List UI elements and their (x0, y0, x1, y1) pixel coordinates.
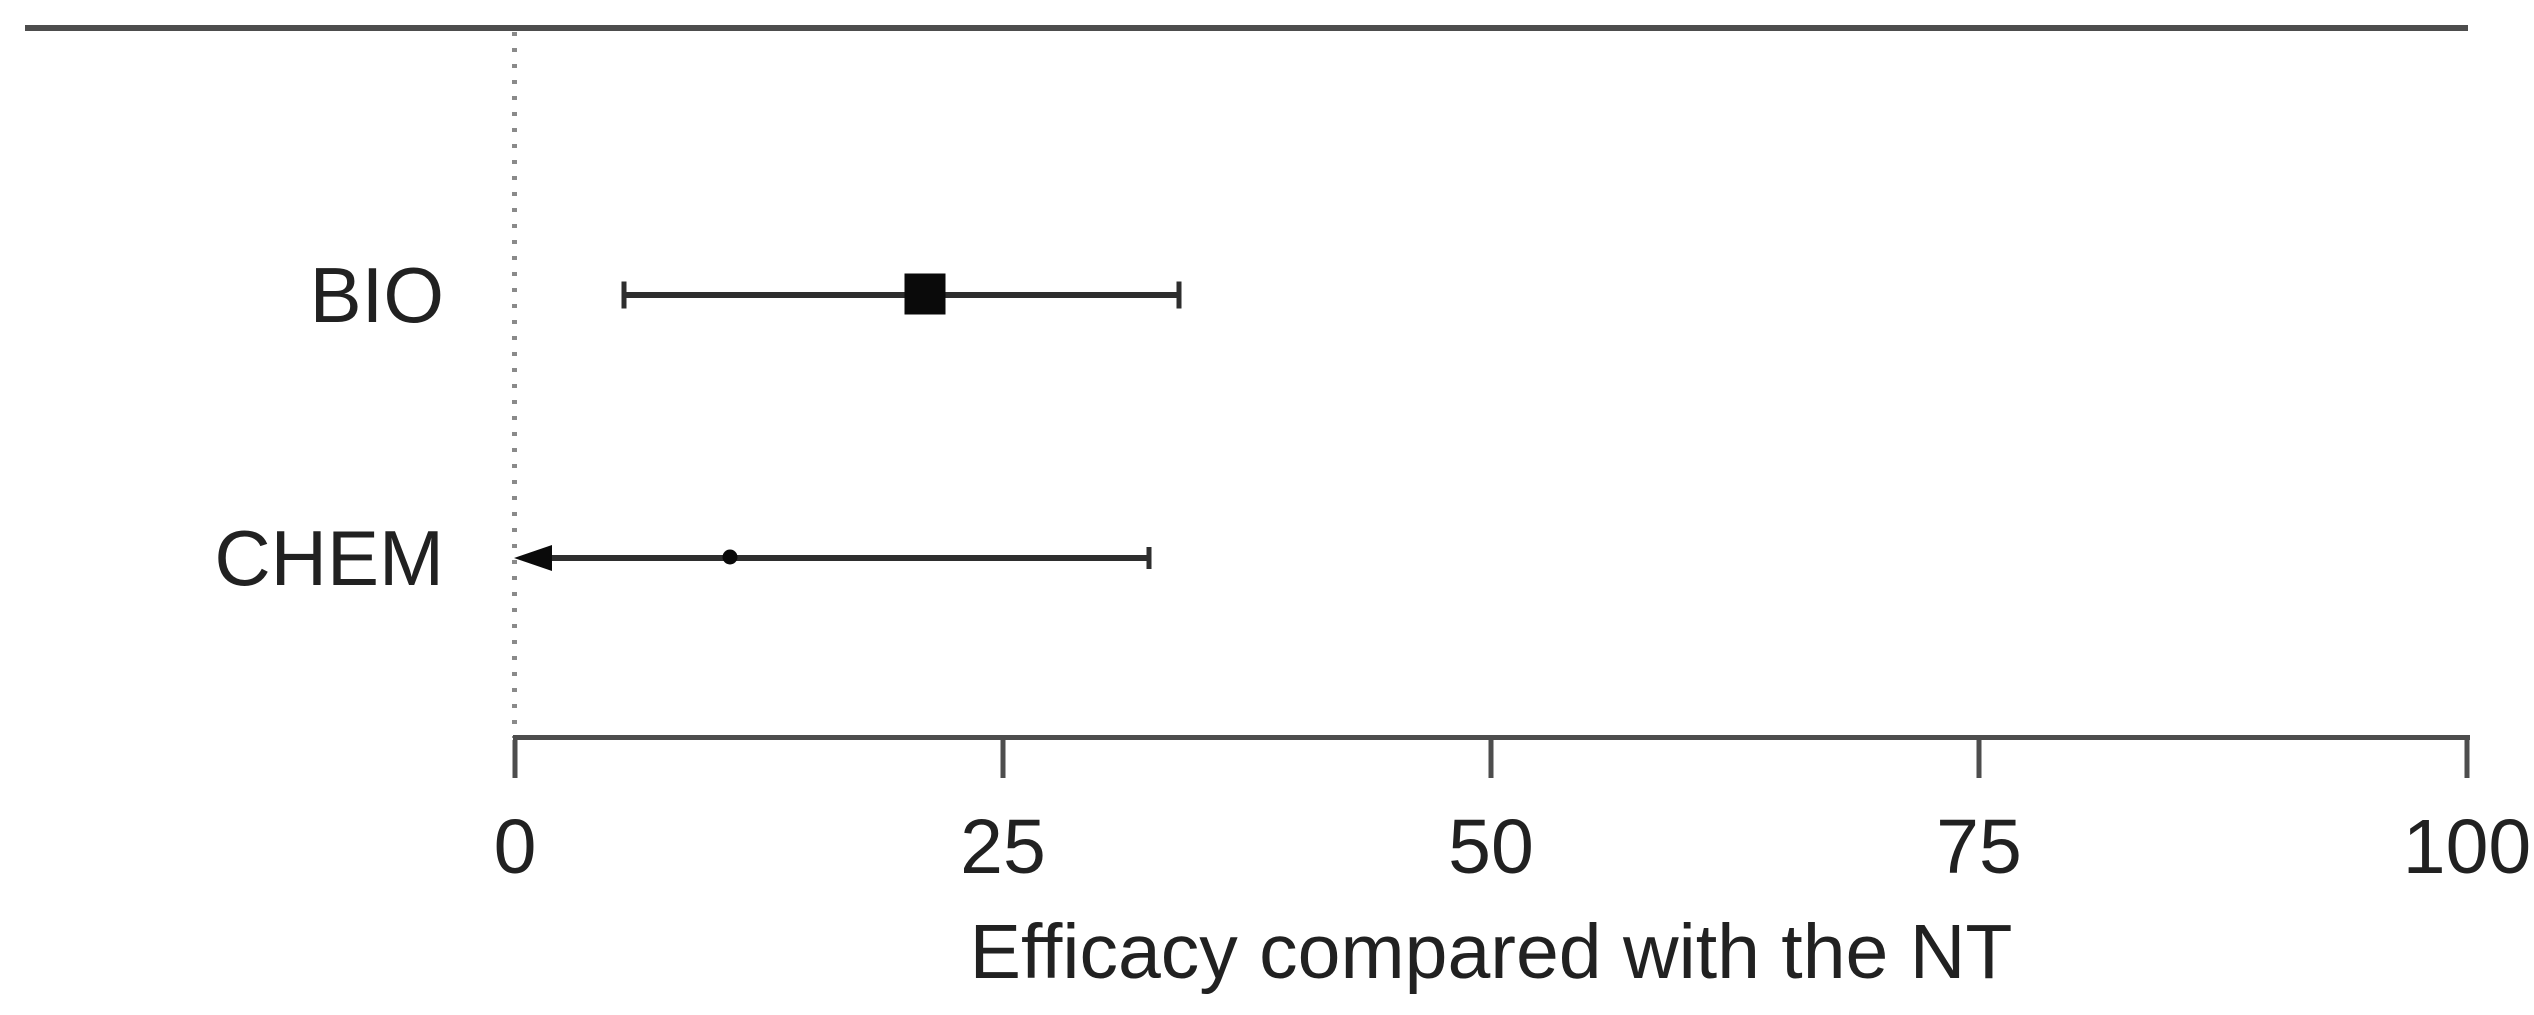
zero-reference-dotted-line (512, 32, 517, 738)
x-axis-tick-0 (512, 740, 518, 778)
top-border-line (25, 25, 2468, 31)
row-label-bio: BIO (309, 251, 444, 339)
x-axis-title: Efficacy compared with the NT (969, 909, 2013, 995)
x-axis-line (513, 735, 2470, 740)
x-axis-tick-label-0: 0 (493, 804, 537, 890)
ci-arrow-low-chem (514, 545, 552, 571)
ci-cap-high-chem (1146, 547, 1152, 569)
x-axis-tick-50 (1488, 740, 1494, 778)
x-axis-tick-label-75: 75 (1936, 804, 2022, 890)
ci-cap-high-bio (1176, 281, 1182, 309)
estimate-marker-bio (904, 273, 946, 315)
ci-cap-low-bio (621, 281, 627, 309)
ci-line-chem (545, 555, 1150, 561)
x-axis-tick-label-100: 100 (2402, 804, 2532, 890)
x-axis-tick-100 (2464, 740, 2470, 778)
x-axis-tick-label-25: 25 (960, 804, 1046, 890)
ci-line-bio (624, 292, 1179, 298)
x-axis-tick-label-50: 50 (1448, 804, 1534, 890)
x-axis-tick-25 (1000, 740, 1006, 778)
estimate-marker-chem (722, 549, 738, 565)
x-axis-tick-75 (1976, 740, 1982, 778)
row-label-chem: CHEM (214, 514, 444, 602)
